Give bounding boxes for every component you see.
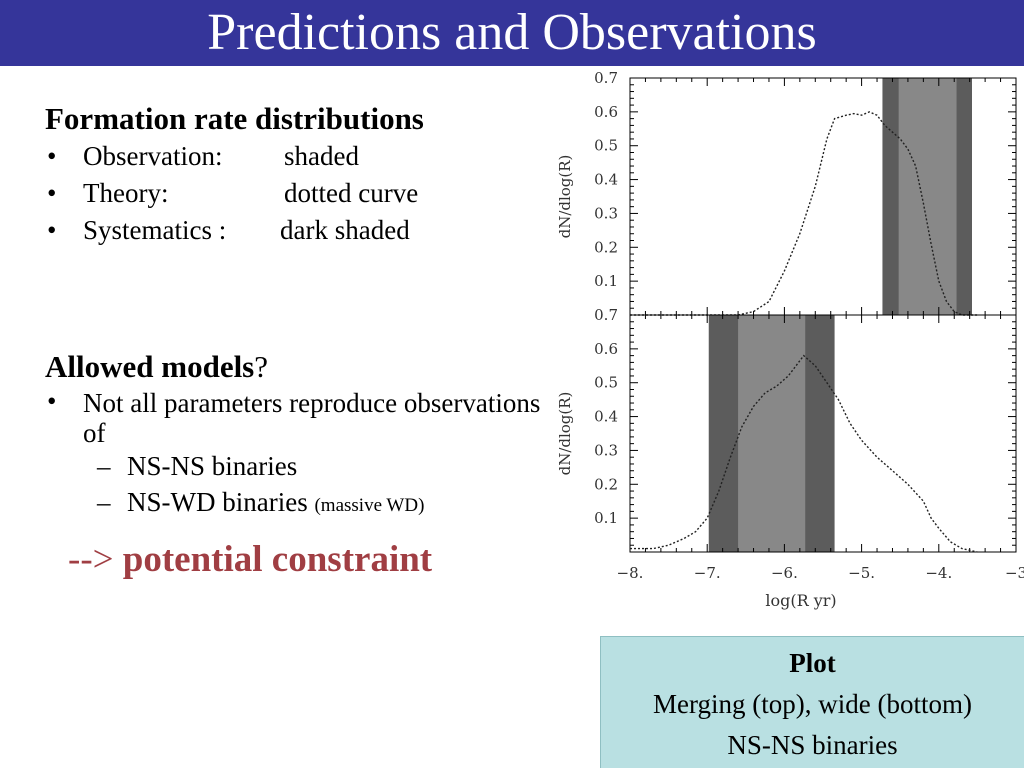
allowed-list: • Not all parameters reproduce observati… [45,386,545,524]
dash-icon: – [97,451,111,481]
plot-caption-box: Plot Merging (top), wide (bottom) NS-NS … [600,636,1024,768]
bullet-label: Systematics : [83,215,227,245]
plot-caption-line1: Merging (top), wide (bottom) [653,689,972,719]
sub-item-text: NS-NS binaries [127,451,298,481]
bullet-dot-icon: • [47,386,57,416]
bullet-systematics: • Systematics : dark shaded [45,212,545,249]
dash-icon: – [97,487,111,517]
bullet-dot-icon: • [47,215,57,245]
theory-curve [630,354,978,553]
y-tick-label: 0.7 [594,306,618,324]
y-tick-label: 0.2 [594,238,618,256]
bottom-panel: 0.1 0.2 0.3 0.4 0.5 0.6 0.7 dN/dlog(R) −8. −7. −6.… [556,306,1024,610]
x-tick-label: −4. [925,564,952,582]
theory-curve [630,111,978,316]
constraint-line: --> potential constraint [68,538,432,581]
plot-caption-line2: NS-NS binaries [727,730,898,760]
x-axis-label: log(R yr) [765,591,836,610]
observation-band [898,78,957,315]
x-tick-label: −8. [617,564,644,582]
left-column: Formation rate distributions • Observati… [45,100,545,524]
bullet-observation: • Observation: shaded [45,138,545,175]
plot-caption-title: Plot [789,648,836,678]
sub-item-note: (massive WD) [314,495,425,516]
bullet-label: Theory: [83,178,169,208]
formation-list: • Observation: shaded • Theory: dotted cur… [45,138,545,249]
x-tick-label: −7. [694,564,721,582]
bullet-text: Not all parameters reproduce observation… [83,388,541,448]
y-tick-label: 0.1 [594,272,618,290]
y-tick-label: 0.5 [594,137,618,155]
x-tick-label: −5. [848,564,875,582]
bullet-value: dark shaded [280,215,410,245]
bullet-theory: • Theory: dotted curve [45,175,545,212]
y-tick-label: 0.1 [594,509,618,527]
panel-frame [629,314,1017,553]
bullet-dot-icon: • [47,178,57,208]
y-tick-label: 0.7 [594,69,618,87]
y-tick-label: 0.2 [594,475,618,493]
y-axis-label: dN/dlog(R) [556,392,574,476]
sub-item-nswd: – NS-WD binaries (massive WD) [45,484,545,524]
y-tick-label: 0.3 [594,204,618,222]
slide-title: Predictions and Observations [0,0,1024,66]
formation-heading: Formation rate distributions [45,101,424,136]
bullet-value: dotted curve [284,178,419,208]
y-tick-label: 0.4 [594,171,618,189]
sub-item-text: NS-WD binaries [127,487,308,517]
sub-item-nsns: – NS-NS binaries [45,448,545,484]
y-tick-label: 0.6 [594,340,618,358]
y-tick-label: 0.6 [594,103,618,121]
allowed-heading-text: Allowed models [45,349,255,384]
allowed-heading: Allowed models? [45,348,545,386]
constraint-text: potential constraint [122,539,433,580]
bullet-parameters: • Not all parameters reproduce observati… [45,386,545,448]
y-tick-label: 0.4 [594,408,618,426]
x-tick-label: −6. [771,564,798,582]
allowed-heading-q: ? [254,349,269,384]
observation-band [738,315,806,552]
bullet-value: shaded [284,141,359,171]
bullet-dot-icon: • [47,141,57,171]
constraint-arrow: --> [68,539,114,580]
y-tick-label: 0.3 [594,441,618,459]
y-tick-label: 0.5 [594,374,618,392]
x-tick-label: −3 [1005,564,1024,582]
spacer [45,249,545,348]
y-axis-label: dN/dlog(R) [556,155,574,239]
formation-rate-chart: 0.1 0.2 0.3 0.4 0.5 0.6 0.7 dN/dlog(R) 0.1 0.2 0.3… [556,69,1024,610]
bullet-label: Observation: [83,141,223,171]
top-panel: 0.1 0.2 0.3 0.4 0.5 0.6 0.7 dN/dlog(R) [556,69,1017,316]
